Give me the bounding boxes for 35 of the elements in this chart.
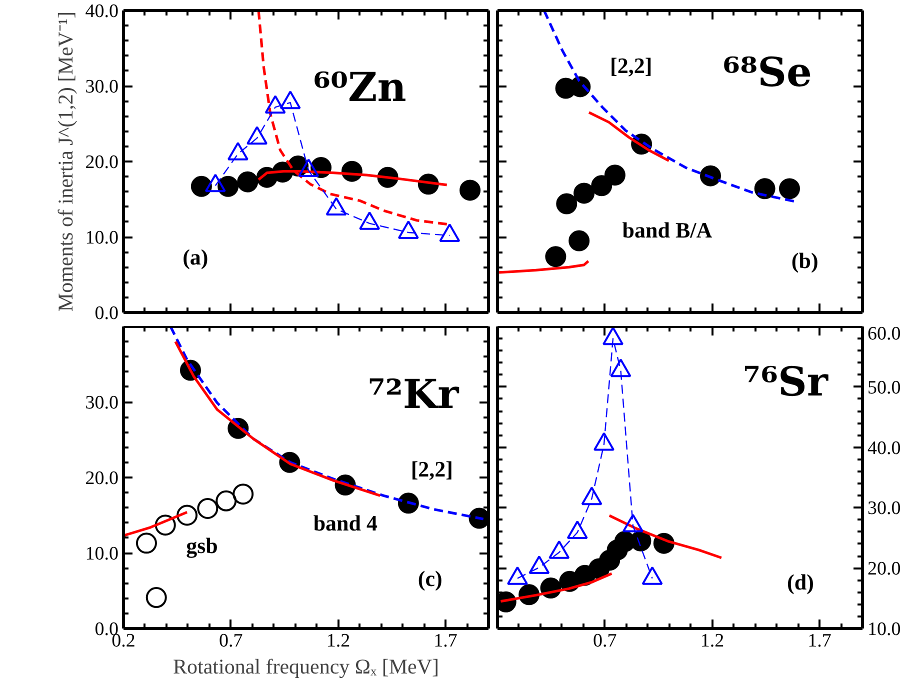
x-tick-label: 0.7 [218,630,243,652]
annotation: band 4 [313,510,378,536]
y-tick-label: 10.0 [85,544,118,564]
y-tick-label: 10.0 [85,228,118,248]
annotation: band B/A [622,218,712,243]
x-tick-label: 1.2 [326,630,350,652]
annotation: (d) [787,569,814,594]
y-tick-label: 20.0 [85,468,118,489]
y-axis-title: Moments of inertia J^(1,2) [MeV⁻¹] [53,11,78,312]
y-tick-label: 0.0 [94,303,118,324]
annotation: gsb [186,532,218,558]
annotation: [2,2] [410,456,454,482]
y-tick-label: 20.0 [85,152,118,173]
y2-tick-label: 60.0 [868,324,901,344]
annotation: ⁷⁶Sr [742,358,829,406]
annotation: ⁶⁸Se [722,48,812,96]
annotation: ⁶⁰Zn [312,64,406,112]
y2-tick-label: 30.0 [868,498,901,520]
y2-tick-label: 10.0 [868,619,901,640]
x-tick-label: 1.7 [808,630,832,652]
annotation: (b) [791,248,818,273]
x-tick-label: 1.7 [434,630,458,652]
annotation: ⁷²Kr [368,370,460,418]
annotation: [2,2] [610,52,652,78]
annotation: (c) [418,566,442,592]
x-tick-label: 0.7 [592,630,617,652]
annotation: (a) [182,244,208,270]
x-axis-title: Rotational frequency Ωₓ [MeV] [172,654,440,678]
y-tick-label: 40.0 [85,1,118,22]
y-tick-label: 30.0 [85,392,118,414]
y2-tick-label: 20.0 [868,558,901,580]
x-tick-label: 1.2 [700,630,724,652]
y-tick-label: 30.0 [85,76,118,98]
y2-tick-label: 40.0 [868,438,901,459]
y2-tick-label: 50.0 [868,377,901,398]
